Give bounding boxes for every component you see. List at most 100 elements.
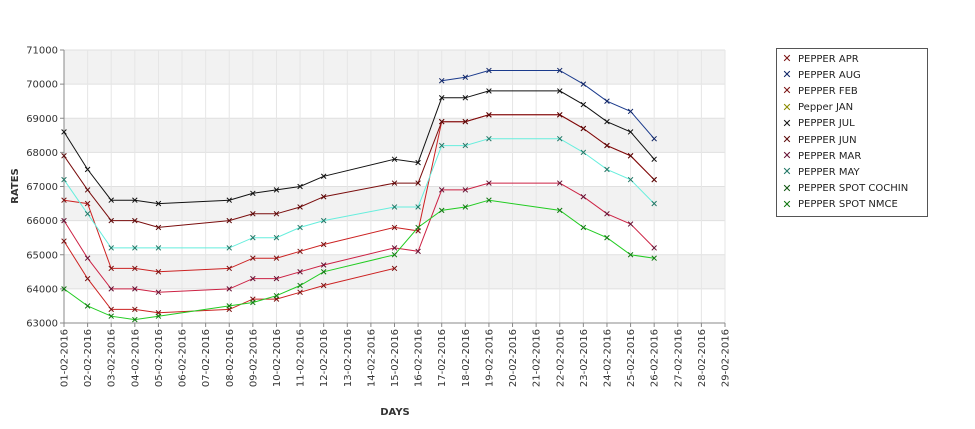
series-pepper-mar (61, 180, 657, 296)
data-point (651, 200, 657, 207)
x-tick-label: 19-02-2016 (484, 329, 495, 387)
legend-label: PEPPER SPOT NMCE (798, 199, 898, 211)
data-point (273, 292, 280, 299)
y-tick-label: 66000 (26, 216, 58, 227)
x-tick-label: 16-02-2016 (414, 329, 425, 387)
data-point (61, 238, 67, 244)
data-point (604, 166, 610, 173)
data-point (462, 118, 469, 125)
x-tick-label: 06-02-2016 (178, 329, 189, 387)
data-point (604, 234, 610, 241)
data-point (84, 275, 91, 282)
data-point (415, 204, 421, 210)
x-tick-label: 11-02-2016 (296, 329, 307, 387)
data-point (580, 101, 587, 108)
x-tick-label: 02-02-2016 (83, 329, 94, 387)
legend-marker-icon: ✕ (782, 149, 792, 163)
y-tick-label: 64000 (26, 284, 58, 295)
legend-label: PEPPER APR (798, 53, 859, 65)
x-tick-label: 27-02-2016 (673, 329, 684, 387)
x-tick-label: 10-02-2016 (272, 329, 283, 387)
data-point (273, 255, 280, 261)
legend-item-pepper-jul: ✕ PEPPER JUL (777, 116, 927, 132)
x-tick-label: 09-02-2016 (248, 329, 259, 387)
legend-marker-icon: ✕ (782, 165, 792, 179)
x-tick-label: 26-02-2016 (650, 329, 661, 387)
data-point (273, 234, 280, 241)
data-point (556, 207, 563, 214)
data-point (462, 187, 469, 193)
data-point (297, 204, 303, 210)
data-point (320, 217, 327, 224)
data-point (132, 217, 138, 224)
data-point (651, 135, 657, 142)
legend-label: Pepper JAN (798, 102, 854, 114)
x-tick-label: 12-02-2016 (319, 329, 330, 387)
data-point (250, 234, 256, 241)
legend-marker-icon: ✕ (782, 116, 792, 130)
legend-marker-icon: ✕ (782, 84, 792, 98)
series-pepper-jun (61, 112, 657, 231)
data-point (155, 313, 162, 319)
x-tick-label: 15-02-2016 (390, 329, 401, 387)
series-line-pepper-spot-nmce (63, 199, 655, 321)
data-point (61, 286, 67, 292)
series-pepper-spot-nmce (61, 197, 657, 323)
data-point (462, 95, 469, 101)
x-tick-label: 14-02-2016 (366, 329, 377, 387)
data-point (486, 197, 492, 203)
data-point (61, 129, 67, 135)
data-point (651, 245, 657, 251)
data-point (627, 108, 634, 115)
data-point (438, 187, 445, 193)
y-tick-label: 71000 (26, 46, 58, 57)
legend-marker-icon: ✕ (782, 100, 792, 114)
series-line-pepper-jul (63, 90, 655, 205)
data-point (84, 211, 91, 217)
legend-label: PEPPER MAY (798, 166, 860, 178)
data-point (226, 303, 233, 309)
data-point (226, 245, 233, 251)
x-tick-label: 20-02-2016 (508, 329, 519, 387)
data-point (155, 245, 162, 251)
data-point (250, 255, 256, 261)
y-tick-label: 70000 (26, 80, 58, 91)
x-tick-label: 17-02-2016 (437, 329, 448, 387)
x-tick-label: 28-02-2016 (697, 329, 708, 387)
data-point (438, 118, 445, 125)
x-tick-label: 03-02-2016 (107, 329, 118, 387)
data-point (320, 282, 327, 289)
x-tick-label: 05-02-2016 (154, 329, 165, 387)
x-tick-label: 23-02-2016 (579, 329, 590, 387)
axes: 63000 64000 65000 66000 67000 68000 69000 70000… (26, 46, 731, 388)
data-point (132, 197, 138, 203)
data-point (84, 200, 91, 207)
legend-marker-icon: ✕ (782, 181, 792, 195)
data-point (391, 245, 398, 251)
data-point (155, 200, 162, 207)
data-point (486, 180, 492, 186)
data-point (226, 217, 233, 224)
data-point (580, 81, 587, 87)
data-point (226, 265, 233, 272)
series-line-pepper-may (63, 138, 655, 249)
x-tick-label: 25-02-2016 (626, 329, 637, 387)
data-point (320, 262, 327, 268)
data-point (155, 224, 162, 231)
x-tick-label: 21-02-2016 (532, 329, 543, 387)
data-point (462, 142, 469, 149)
data-point (651, 255, 657, 261)
data-point (627, 129, 634, 135)
data-point (250, 211, 256, 217)
data-point (297, 183, 303, 190)
legend-item-pepper-jun: ✕ PEPPER JUN (777, 132, 927, 148)
data-point (84, 255, 91, 261)
legend-item-pepper-mar: ✕ PEPPER MAR (777, 148, 927, 164)
data-point (273, 211, 280, 217)
x-tick-label: 04-02-2016 (130, 329, 141, 387)
data-point (155, 269, 162, 275)
data-point (486, 88, 492, 94)
data-point (556, 88, 563, 94)
data-point (108, 197, 114, 203)
